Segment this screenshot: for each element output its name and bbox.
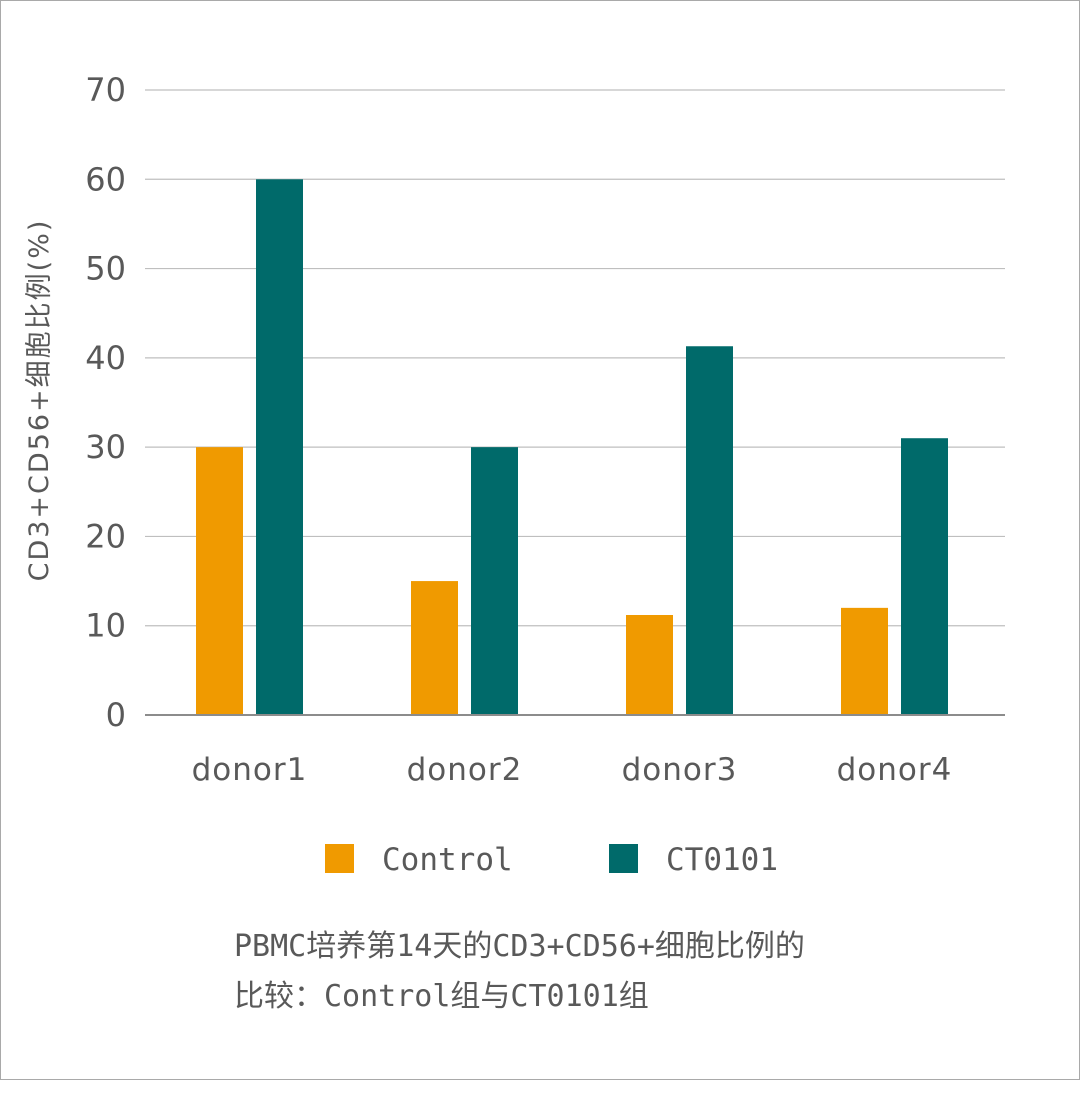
x-tick-label: donor3 <box>622 752 738 788</box>
y-tick-label: 10 <box>85 607 126 645</box>
legend-swatch-control <box>325 844 354 873</box>
y-axis-label: CD3+CD56+细胞比例(%) <box>24 219 55 582</box>
bar-control-donor3 <box>626 615 673 715</box>
category-labels: donor1 donor2 donor3 donor4 <box>192 752 953 788</box>
bar-ct0101-donor2 <box>471 447 518 715</box>
bar-control-donor2 <box>411 581 458 715</box>
figure-caption: PBMC培养第14天的CD3+CD56+细胞比例的 比较：Control组与CT… <box>234 922 994 1022</box>
y-tick-label: 60 <box>85 160 126 198</box>
bar-chart: 0 10 20 30 40 50 60 70 donor1 donor2 donor3 donor4… <box>24 71 1005 878</box>
y-tick-label: 50 <box>85 250 126 288</box>
y-tick-label: 40 <box>85 339 126 377</box>
legend-label-control: Control <box>382 842 513 878</box>
x-tick-label: donor4 <box>837 752 953 788</box>
y-tick-labels: 0 10 20 30 40 50 60 70 <box>85 71 126 734</box>
y-tick-label: 30 <box>85 428 126 466</box>
legend-swatch-ct0101 <box>609 844 638 873</box>
bar-ct0101-donor1 <box>256 179 303 716</box>
legend: Control CT0101 <box>325 842 778 878</box>
bars <box>196 179 948 716</box>
bar-ct0101-donor3 <box>686 346 733 715</box>
x-tick-label: donor1 <box>192 752 308 788</box>
y-tick-label: 0 <box>106 696 126 734</box>
bar-control-donor1 <box>196 447 243 715</box>
y-tick-label: 20 <box>85 517 126 555</box>
bar-control-donor4 <box>841 607 888 715</box>
caption-line-1: PBMC培养第14天的CD3+CD56+细胞比例的 <box>234 929 805 964</box>
caption-line-2: 比较：Control组与CT0101组 <box>234 979 649 1014</box>
legend-label-ct0101: CT0101 <box>666 842 778 878</box>
bar-ct0101-donor4 <box>901 438 948 715</box>
y-tick-label: 70 <box>85 71 126 109</box>
x-tick-label: donor2 <box>407 752 523 788</box>
